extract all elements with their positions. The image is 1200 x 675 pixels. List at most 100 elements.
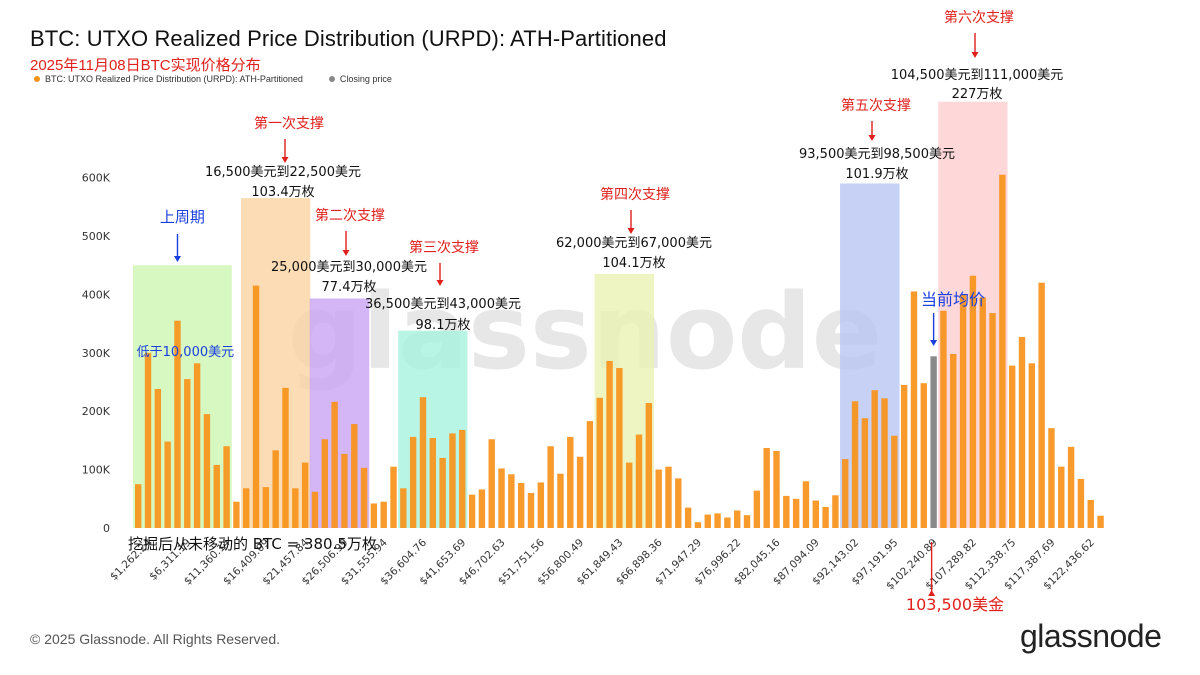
urpd-bar — [1038, 282, 1045, 528]
urpd-bar — [645, 403, 653, 528]
urpd-bar — [714, 513, 721, 528]
urpd-bar — [910, 291, 918, 528]
urpd-bar — [694, 522, 702, 528]
support-2-arrow — [342, 231, 350, 256]
current-price-label: 103,500美金 — [906, 595, 1004, 614]
urpd-bar — [675, 478, 682, 528]
urpd-bar — [341, 453, 348, 528]
urpd-bar — [262, 487, 270, 528]
urpd-bar — [419, 397, 427, 528]
support-zone-4 — [594, 273, 655, 528]
current-price-arrow — [928, 542, 936, 596]
support-6-title: 第六次支撑 — [944, 9, 1014, 26]
urpd-bar — [763, 447, 770, 528]
urpd-bar — [773, 450, 780, 528]
urpd-bar — [753, 490, 761, 528]
urpd-bar — [429, 438, 436, 528]
urpd-bar — [252, 285, 260, 528]
urpd-bar — [1087, 499, 1094, 528]
urpd-bar — [812, 500, 819, 528]
urpd-bar — [321, 439, 328, 528]
y-tick-label: 200K — [82, 405, 111, 418]
urpd-bar — [1077, 478, 1085, 528]
support-3-arrow — [436, 263, 444, 286]
urpd-bar — [311, 491, 319, 528]
urpd-bar — [655, 469, 662, 528]
urpd-bar — [684, 507, 692, 528]
urpd-bar — [900, 384, 908, 528]
support-1-title: 第一次支撑 — [254, 115, 324, 132]
urpd-bar — [979, 297, 986, 528]
urpd-bar — [842, 459, 849, 528]
urpd-bar — [282, 387, 289, 528]
urpd-bar — [488, 439, 495, 528]
urpd-bar — [184, 379, 191, 528]
urpd-bar — [999, 174, 1006, 528]
urpd-bar — [203, 414, 211, 528]
support-4-amount: 104.1万枚 — [602, 256, 665, 271]
urpd-bar — [360, 467, 368, 528]
urpd-bar — [871, 390, 878, 528]
chart-title: BTC: UTXO Realized Price Distribution (U… — [30, 26, 667, 51]
urpd-bar — [517, 483, 525, 528]
urpd-bar — [851, 401, 859, 528]
support-5-amount: 101.9万枚 — [845, 167, 908, 182]
urpd-bar — [380, 501, 387, 528]
urpd-bar — [606, 360, 613, 528]
urpd-bar — [1008, 365, 1016, 528]
urpd-bar — [734, 510, 741, 528]
closing-price-bar — [930, 356, 937, 528]
urpd-bar — [351, 424, 358, 528]
urpd-bar — [1058, 466, 1065, 528]
support-3-title: 第三次支撑 — [409, 239, 479, 256]
urpd-bar — [567, 436, 574, 528]
urpd-bar — [449, 433, 456, 528]
support-2-title: 第二次支撑 — [315, 207, 385, 224]
urpd-bar — [409, 436, 417, 528]
urpd-bar — [223, 446, 230, 528]
support-4-arrow — [627, 210, 635, 234]
urpd-bar — [557, 473, 564, 528]
urpd-bar — [193, 363, 201, 528]
urpd-bar — [243, 488, 250, 528]
legend-label-closing-price: Closing price — [339, 74, 392, 84]
urpd-bar — [959, 294, 967, 528]
urpd-bar — [174, 320, 181, 528]
urpd-bar — [616, 367, 623, 528]
urpd-bar — [635, 434, 643, 528]
last-cycle-arrow — [173, 234, 181, 262]
chart-subtitle: 2025年11月08日BTC实现价格分布 — [30, 57, 261, 74]
urpd-bar — [881, 398, 888, 528]
urpd-bar — [498, 468, 505, 528]
y-tick-label: 300K — [82, 347, 111, 360]
urpd-bar — [950, 353, 957, 528]
urpd-bar — [213, 464, 220, 528]
urpd-bar — [135, 484, 142, 528]
legend-swatch-closing-price — [328, 76, 335, 82]
support-4-title: 第四次支撑 — [600, 186, 670, 203]
urpd-bar — [891, 435, 898, 528]
y-tick-label: 100K — [82, 464, 111, 477]
urpd-bar — [802, 481, 810, 528]
current-avg-label: 当前均价 — [921, 290, 985, 309]
urpd-bar — [969, 275, 977, 528]
y-tick-label: 500K — [82, 230, 111, 243]
last-cycle-label: 上周期 — [160, 208, 205, 226]
y-tick-label: 600K — [82, 172, 111, 185]
support-6-arrow — [971, 33, 979, 58]
urpd-bar — [144, 352, 152, 528]
urpd-bar — [596, 397, 603, 528]
legend-item-urpd[interactable]: BTC: UTXO Realized Price Distribution (U… — [34, 74, 303, 84]
urpd-bar — [154, 389, 162, 528]
legend-item-closing-price[interactable]: Closing price — [328, 74, 392, 84]
support-3-range: 36,500美元到43,000美元 — [365, 297, 521, 312]
support-4-range: 62,000美元到67,000美元 — [556, 236, 712, 251]
urpd-bar — [370, 503, 378, 528]
y-tick-label: 0 — [103, 522, 110, 535]
legend-swatch-urpd — [34, 76, 40, 82]
support-1-arrow — [281, 139, 289, 163]
urpd-bar — [1028, 363, 1036, 528]
legend: BTC: UTXO Realized Price Distribution (U… — [34, 74, 392, 84]
y-tick-label: 400K — [82, 288, 111, 301]
support-2-range: 25,000美元到30,000美元 — [271, 260, 427, 275]
